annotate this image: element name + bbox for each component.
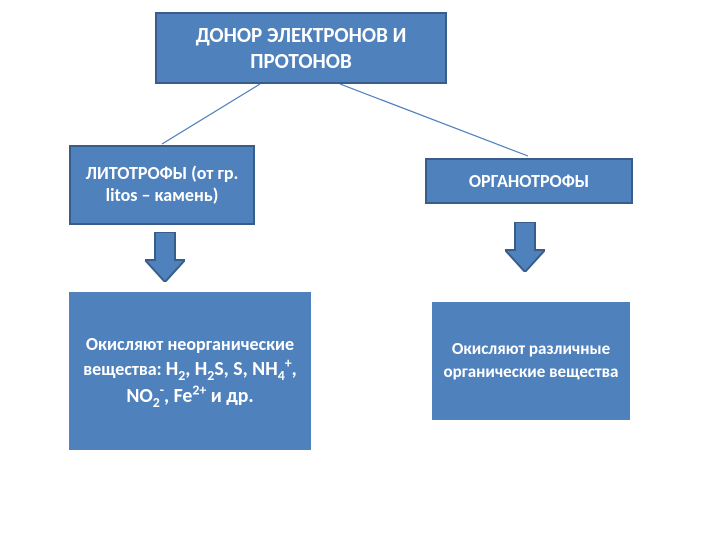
root-box: ДОНОР ЭЛЕКТРОНОВ И ПРОТОНОВ: [155, 12, 447, 84]
organotroph-description: Окисляют различные органические вещества: [442, 338, 620, 384]
root-label: ДОНОР ЭЛЕКТРОНОВ И ПРОТОНОВ: [167, 22, 435, 75]
organotroph-title-box: ОРГАНОТРОФЫ: [425, 158, 633, 204]
arrow-down-icon: [505, 222, 545, 272]
lithotroph-desc-box: Окисляют неорганические вещества: Н2, H2…: [69, 292, 311, 450]
lithotroph-title-box: ЛИТОТРОФЫ (от гр. litos – камень): [69, 145, 255, 225]
arrow-down-icon: [145, 232, 185, 282]
organotroph-title: ОРГАНОТРОФЫ: [469, 170, 589, 192]
lithotroph-title: ЛИТОТРОФЫ (от гр. litos – камень): [81, 163, 243, 206]
organotroph-desc-box: Окисляют различные органические вещества: [432, 302, 630, 420]
lithotroph-description: Окисляют неорганические вещества: Н2, H2…: [77, 332, 303, 410]
